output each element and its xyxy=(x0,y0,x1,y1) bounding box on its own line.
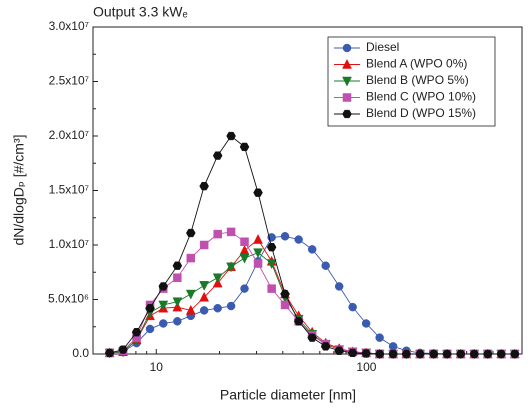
marker xyxy=(280,232,290,241)
marker xyxy=(199,281,210,291)
marker xyxy=(173,273,182,282)
marker xyxy=(320,342,331,351)
marker xyxy=(266,243,277,252)
marker xyxy=(375,333,384,342)
marker xyxy=(469,349,480,359)
marker xyxy=(158,282,169,291)
marker xyxy=(213,229,222,239)
marker xyxy=(415,349,425,359)
marker xyxy=(348,302,357,312)
marker xyxy=(293,317,304,326)
marker xyxy=(374,349,385,359)
marker xyxy=(158,300,169,311)
marker xyxy=(496,349,507,359)
marker xyxy=(199,240,209,250)
legend: Diesel Blend A (WPO 0%) Blend B (WPO 5%) Bl… xyxy=(327,36,496,127)
marker xyxy=(307,333,317,342)
marker xyxy=(212,151,223,160)
marker xyxy=(186,228,196,238)
y-tick-label: 1.0x10⁷ xyxy=(49,237,89,251)
marker xyxy=(253,248,263,259)
marker xyxy=(173,317,182,326)
marker xyxy=(334,282,344,291)
marker xyxy=(428,349,439,359)
marker xyxy=(401,349,412,359)
legend-label: Blend B (WPO 5%) xyxy=(366,73,469,87)
marker xyxy=(342,58,352,69)
y-axis-label: dN/dlogDₚ [#/cm³] xyxy=(11,134,27,245)
marker xyxy=(321,261,330,270)
marker xyxy=(226,131,236,141)
marker xyxy=(199,181,209,191)
marker xyxy=(266,259,277,270)
marker xyxy=(509,349,520,359)
marker xyxy=(280,289,290,299)
marker xyxy=(199,306,209,315)
y-tick-label: 2.0x10⁷ xyxy=(49,128,89,142)
marker xyxy=(342,109,352,119)
marker xyxy=(186,253,196,263)
marker xyxy=(361,319,371,328)
y-tick-label: 2.5x10⁷ xyxy=(49,74,89,88)
marker xyxy=(145,324,155,334)
marker xyxy=(226,262,236,273)
marker xyxy=(294,235,303,244)
marker xyxy=(239,253,250,264)
marker xyxy=(172,297,183,308)
x-axis-label: Particle diameter [nm] xyxy=(220,387,356,403)
y-tick-label: 1.5x10⁷ xyxy=(49,183,89,197)
marker xyxy=(442,349,452,359)
marker xyxy=(226,301,236,311)
y-tick-label: 3.0x10⁷ xyxy=(49,19,89,33)
x-tick-label: 10 xyxy=(150,360,164,374)
marker xyxy=(342,43,352,53)
marker xyxy=(226,227,236,237)
chart-title: Output 3.3 kWₑ xyxy=(93,4,188,20)
marker xyxy=(240,284,249,293)
legend-label: Blend D (WPO 15%) xyxy=(366,106,476,120)
marker xyxy=(342,93,352,102)
marker xyxy=(347,348,358,358)
x-tick-label: 100 xyxy=(356,360,376,374)
legend-box xyxy=(327,36,496,127)
marker xyxy=(267,284,276,293)
y-tick-label: 5.0x10⁶ xyxy=(48,292,89,306)
marker xyxy=(104,348,115,358)
marker xyxy=(185,304,196,315)
marker xyxy=(334,346,344,355)
marker xyxy=(253,233,263,244)
marker xyxy=(145,304,155,313)
marker xyxy=(455,349,466,359)
marker xyxy=(172,261,183,270)
marker xyxy=(199,291,210,302)
marker xyxy=(159,319,168,328)
marker xyxy=(240,237,249,246)
marker xyxy=(388,349,398,359)
marker xyxy=(361,349,371,358)
marker xyxy=(307,245,317,254)
marker xyxy=(280,300,290,310)
legend-label: Diesel xyxy=(366,40,399,54)
y-tick-label: 0.0 xyxy=(72,346,89,360)
legend-label: Blend C (WPO 10%) xyxy=(366,90,476,104)
marker xyxy=(239,142,250,152)
legend-label: Blend A (WPO 0%) xyxy=(366,57,467,71)
marker xyxy=(213,303,222,313)
series xyxy=(104,131,520,359)
marker xyxy=(185,289,196,300)
marker xyxy=(212,273,223,284)
marker xyxy=(253,259,263,268)
marker xyxy=(342,76,352,87)
marker xyxy=(482,349,493,359)
marker xyxy=(131,328,142,337)
marker xyxy=(118,345,128,354)
marker xyxy=(253,188,263,197)
